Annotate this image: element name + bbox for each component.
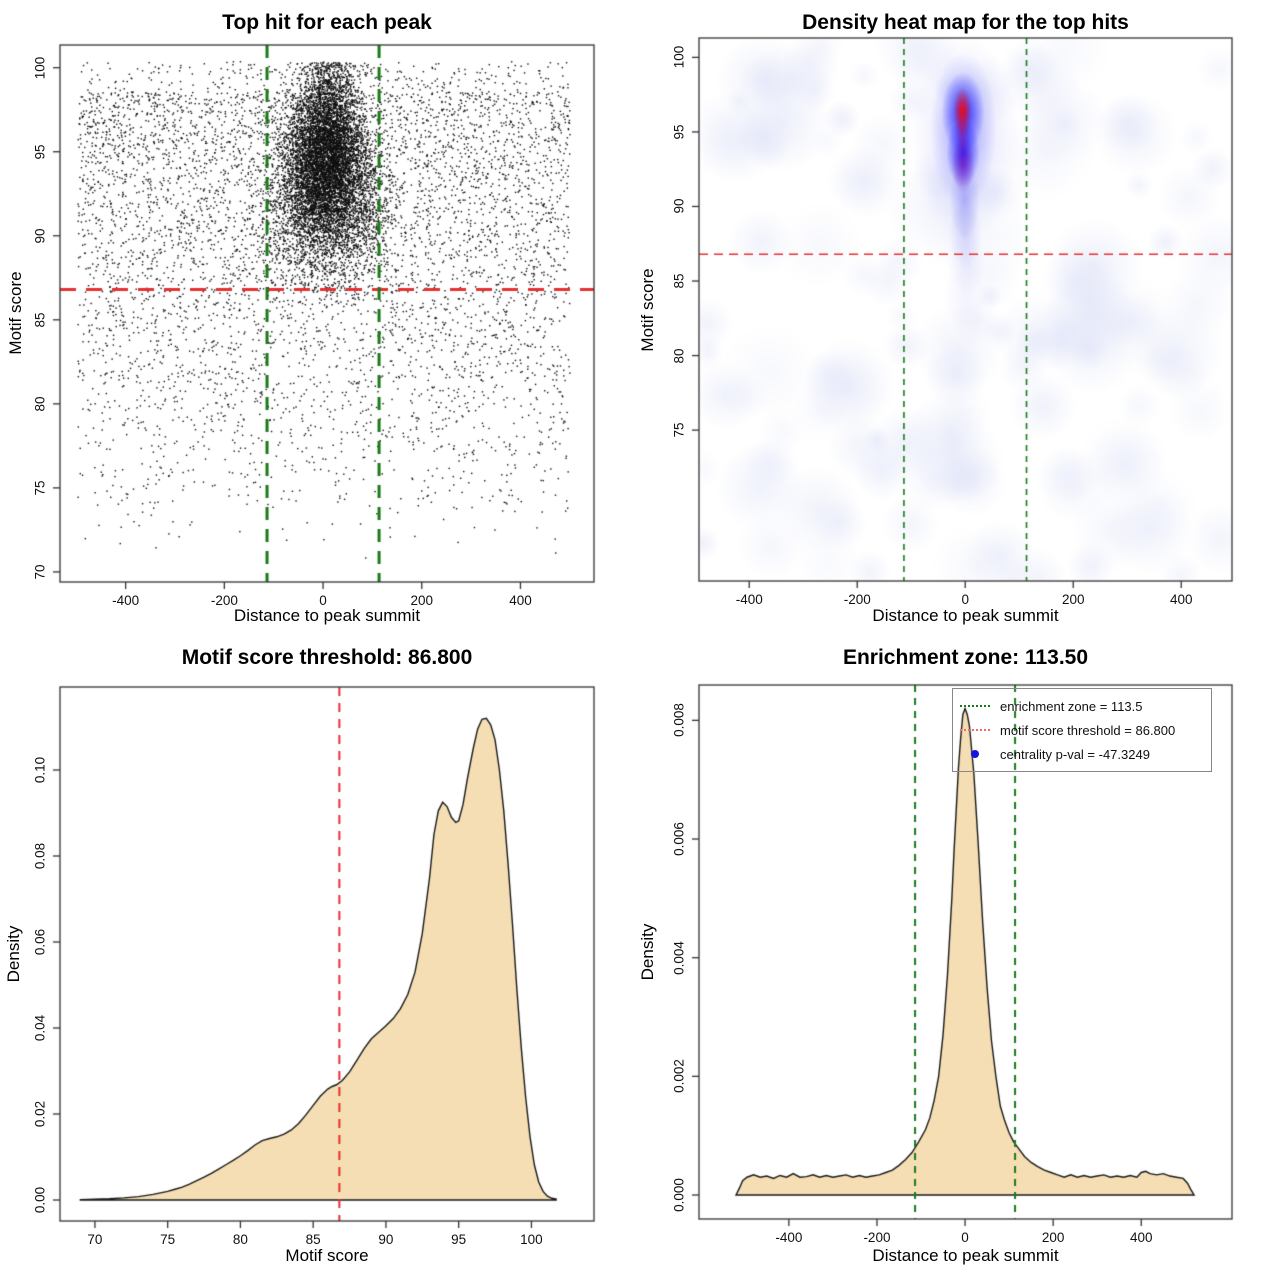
distance-density-title: Enrichment zone: 113.50 (842, 646, 1089, 669)
x-tick-label: -200 (863, 1230, 891, 1245)
y-tick-label: 90 (671, 198, 687, 214)
y-tick-label: 0.06 (32, 928, 48, 956)
y-tick-label: 0.02 (32, 1100, 48, 1128)
scatter-title: Top hit for each peak (222, 11, 432, 34)
y-tick-label: 70 (32, 564, 48, 580)
x-tick-label: -400 (112, 593, 140, 608)
x-tick-label: -400 (775, 1230, 803, 1245)
x-tick-label: -200 (210, 593, 238, 608)
x-tick-label: 400 (1169, 592, 1193, 607)
x-tick-label: 75 (160, 1232, 176, 1247)
x-tick-label: 400 (509, 593, 532, 608)
y-tick-label: 0.004 (671, 940, 687, 975)
red-dotted-line-icon (959, 729, 991, 731)
y-tick-label: 95 (671, 124, 687, 140)
legend-label: enrichment zone = 113.5 (1000, 698, 1143, 714)
x-tick-label: 70 (87, 1232, 103, 1247)
x-tick-label: 80 (232, 1232, 248, 1247)
x-tick-label: 0 (961, 1230, 969, 1245)
legend-label: centrality p-val = -47.3249 (1000, 746, 1150, 762)
blue-dot-icon (959, 750, 991, 758)
x-tick-label: 0 (961, 592, 969, 607)
y-tick-label: 0.00 (32, 1186, 48, 1214)
legend-label: motif score threshold = 86.800 (1000, 722, 1176, 738)
y-tick-label: 75 (671, 422, 687, 438)
x-tick-label: 200 (1041, 1230, 1065, 1245)
y-tick-label: 0.006 (671, 822, 687, 856)
scatter-ylabel: Motif score (6, 271, 25, 355)
y-tick-label: 85 (32, 312, 48, 328)
heatmap-title: Density heat map for the top hits (802, 11, 1129, 34)
y-tick-label: 100 (32, 56, 48, 79)
x-tick-label: 400 (1129, 1230, 1153, 1245)
y-tick-label: 100 (671, 46, 687, 69)
score-density-ylabel: Density (4, 925, 23, 983)
scatter-xlabel: Distance to peak summit (233, 606, 421, 625)
legend: enrichment zone = 113.5 motif score thre… (952, 688, 1212, 772)
y-tick-label: 85 (671, 273, 687, 289)
x-tick-label: -200 (843, 592, 871, 607)
y-tick-label: 80 (671, 348, 687, 364)
legend-item-motif-threshold: motif score threshold = 86.800 (959, 718, 1205, 742)
x-tick-label: 0 (319, 593, 327, 608)
distance-density-ylabel: Density (638, 923, 657, 981)
x-tick-label: 100 (520, 1232, 543, 1247)
y-tick-label: 90 (32, 228, 48, 244)
x-tick-label: 200 (410, 593, 434, 608)
y-tick-label: 0.10 (32, 756, 48, 784)
y-tick-label: 75 (32, 480, 48, 496)
heatmap-xlabel: Distance to peak summit (872, 606, 1059, 625)
x-tick-label: -400 (735, 592, 763, 607)
y-tick-label: 0.04 (32, 1014, 48, 1042)
y-tick-label: 0.08 (32, 842, 48, 870)
y-tick-label: 0.008 (671, 703, 687, 738)
x-tick-label: 90 (378, 1232, 394, 1247)
x-tick-label: 85 (305, 1232, 321, 1247)
y-tick-label: 0.000 (671, 1178, 687, 1212)
y-tick-label: 80 (32, 396, 48, 412)
distance-density-xlabel: Distance to peak summit (872, 1246, 1059, 1265)
green-dotted-line-icon (959, 705, 991, 707)
score-density-xlabel: Motif score (285, 1246, 369, 1265)
legend-item-centrality-pval: centrality p-val = -47.3249 (959, 742, 1205, 766)
legend-item-enrichment-zone: enrichment zone = 113.5 (959, 694, 1205, 718)
score-density-title: Motif score threshold: 86.800 (181, 646, 473, 669)
x-tick-label: 95 (451, 1232, 467, 1247)
heatmap-ylabel: Motif score (638, 268, 657, 352)
y-tick-label: 95 (32, 144, 48, 160)
y-tick-label: 0.002 (671, 1059, 687, 1094)
x-tick-label: 200 (1061, 592, 1085, 607)
